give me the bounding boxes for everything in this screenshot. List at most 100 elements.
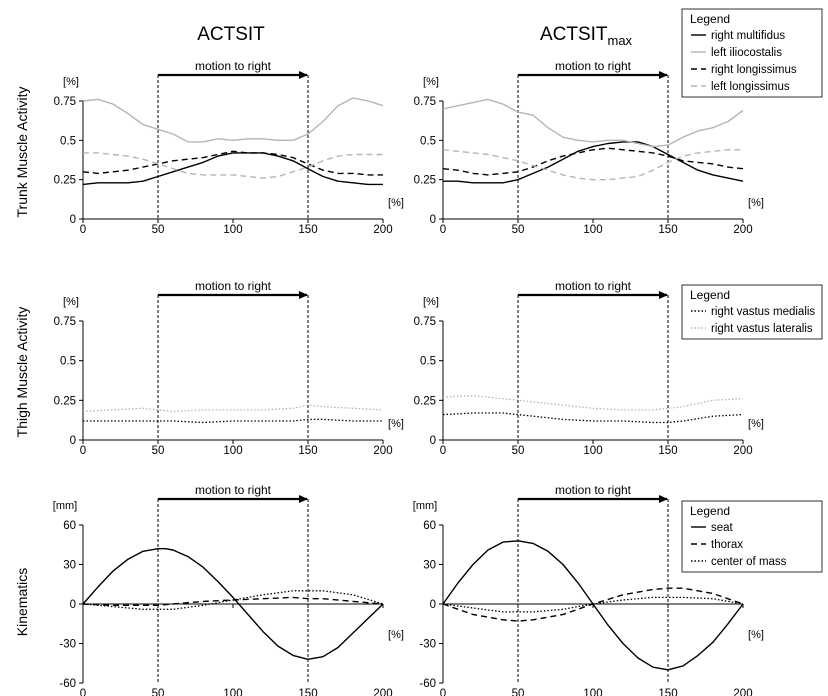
legend-title: Legend [690,504,730,518]
series-right-multifidus [443,141,744,184]
legend: Legend seat thorax center of mass [681,500,823,573]
series-seat [82,548,384,660]
series-center-of-mass [82,590,384,610]
legend-entry: right multifidus [711,30,785,42]
x-tick-label: 0 [440,224,446,236]
y-tick-label: 0.5 [420,356,436,368]
y-tick-label: 0.75 [414,316,436,328]
legend-entry: thorax [711,539,743,551]
y-tick-label: 0.75 [54,96,76,108]
x-tick-label: 0 [440,445,446,457]
x-tick-label: 150 [658,445,677,457]
legend-title: Legend [690,12,730,26]
y-tick-label: 0 [430,599,436,611]
legend-entry: right longissimus [711,64,797,76]
y-tick-label: 30 [423,560,436,572]
y-tick-label: 0 [70,435,76,447]
x-unit-label: [%] [388,629,404,641]
x-tick-label: 200 [733,445,752,457]
panel-1-0: 0 0.25 0.5 0.75 0 50 100 150 200 [%] [%] motion to … [54,279,404,457]
series-left-iliocostalis [442,98,744,148]
x-tick-label: 0 [80,224,86,236]
motion-label: motion to right [555,59,632,73]
x-tick-label: 200 [373,688,392,696]
y-tick-label: 0.25 [414,395,436,407]
row-title-trunk: Trunk Muscle Activity [14,87,30,218]
x-tick-label: 150 [298,224,317,236]
column-title-main: ACTSIT [540,24,608,45]
motion-label: motion to right [555,483,632,497]
legend-box [681,500,823,573]
y-tick-label: 0.25 [54,175,76,187]
legend-entry: seat [711,522,734,534]
column-title-actsit-max: ACTSITmax [540,24,633,48]
y-tick-label: 60 [63,520,76,532]
legend-entry: left longissimus [711,81,790,93]
x-tick-label: 50 [512,224,525,236]
x-tick-label: 100 [223,688,242,696]
x-tick-label: 150 [298,445,317,457]
x-tick-label: 100 [223,445,242,457]
motion-label: motion to right [195,483,272,497]
row-title-kinematics: Kinematics [14,568,30,636]
row-title-thigh: Thigh Muscle Activity [14,307,30,438]
x-tick-label: 150 [658,688,677,696]
series-right-longissimus [442,147,744,176]
y-unit-label: [mm] [413,500,437,512]
x-unit-label: [%] [388,197,404,209]
x-tick-label: 200 [733,688,752,696]
y-tick-label: -60 [59,678,76,690]
series-center-of-mass [442,596,744,613]
panel-0-0: 0 0.25 0.5 0.75 0 50 100 150 200 [%] [%] motion to … [54,8,823,236]
legend: Legend right vastus medialis right vastus … [681,284,823,340]
x-tick-label: 200 [373,224,392,236]
x-tick-label: 0 [440,688,446,696]
x-tick-label: 0 [80,688,86,696]
panel-2-1: -60 -30 0 30 60 0 50 100 150 200 [mm] [%] motion to … [413,483,823,696]
y-tick-label: 30 [63,560,76,572]
series-right-vastus-medialis [83,418,383,424]
y-tick-label: 60 [423,520,436,532]
x-unit-label: [%] [748,418,764,430]
column-title-actsit: ACTSIT [197,24,265,45]
y-tick-label: 0.5 [60,135,76,147]
y-tick-label: 0.5 [420,135,436,147]
y-unit-label: [mm] [53,500,77,512]
y-unit-label: [%] [423,76,439,88]
series-right-vastus-lateralis [442,394,744,411]
legend-entry: right vastus lateralis [711,323,813,335]
legend-entry: right vastus medialis [711,306,815,318]
x-tick-label: 0 [80,445,86,457]
x-tick-label: 50 [512,445,525,457]
x-tick-label: 50 [152,445,165,457]
panel-1-1: 0 0.25 0.5 0.75 0 50 100 150 200 [%] [%] motion to … [414,279,823,457]
series-left-iliocostalis [82,97,384,143]
series-right-longissimus [82,150,383,176]
y-tick-label: 0.25 [54,395,76,407]
x-tick-label: 50 [512,688,525,696]
y-tick-label: 0 [430,214,436,226]
series-right-vastus-medialis [442,412,744,424]
x-tick-label: 200 [733,224,752,236]
series-right-multifidus [82,152,383,186]
legend-box [681,8,823,98]
legend-title: Legend [690,288,730,302]
legend-box [681,284,823,340]
motion-label: motion to right [555,279,632,293]
column-title-subscript: max [608,33,633,48]
y-unit-label: [%] [423,296,439,308]
x-tick-label: 200 [373,445,392,457]
x-tick-label: 100 [583,688,602,696]
y-tick-label: 0.75 [54,316,76,328]
x-tick-label: 50 [152,688,165,696]
legend: Legend right multifidus left iliocostalis r… [681,8,823,98]
x-unit-label: [%] [748,629,764,641]
motion-label: motion to right [195,59,272,73]
x-unit-label: [%] [748,197,764,209]
y-tick-label: 0 [70,599,76,611]
y-tick-label: 0.5 [60,356,76,368]
series-left-longissimus [83,152,383,179]
y-tick-label: -30 [59,639,76,651]
x-tick-label: 150 [658,224,677,236]
x-tick-label: 50 [152,224,165,236]
